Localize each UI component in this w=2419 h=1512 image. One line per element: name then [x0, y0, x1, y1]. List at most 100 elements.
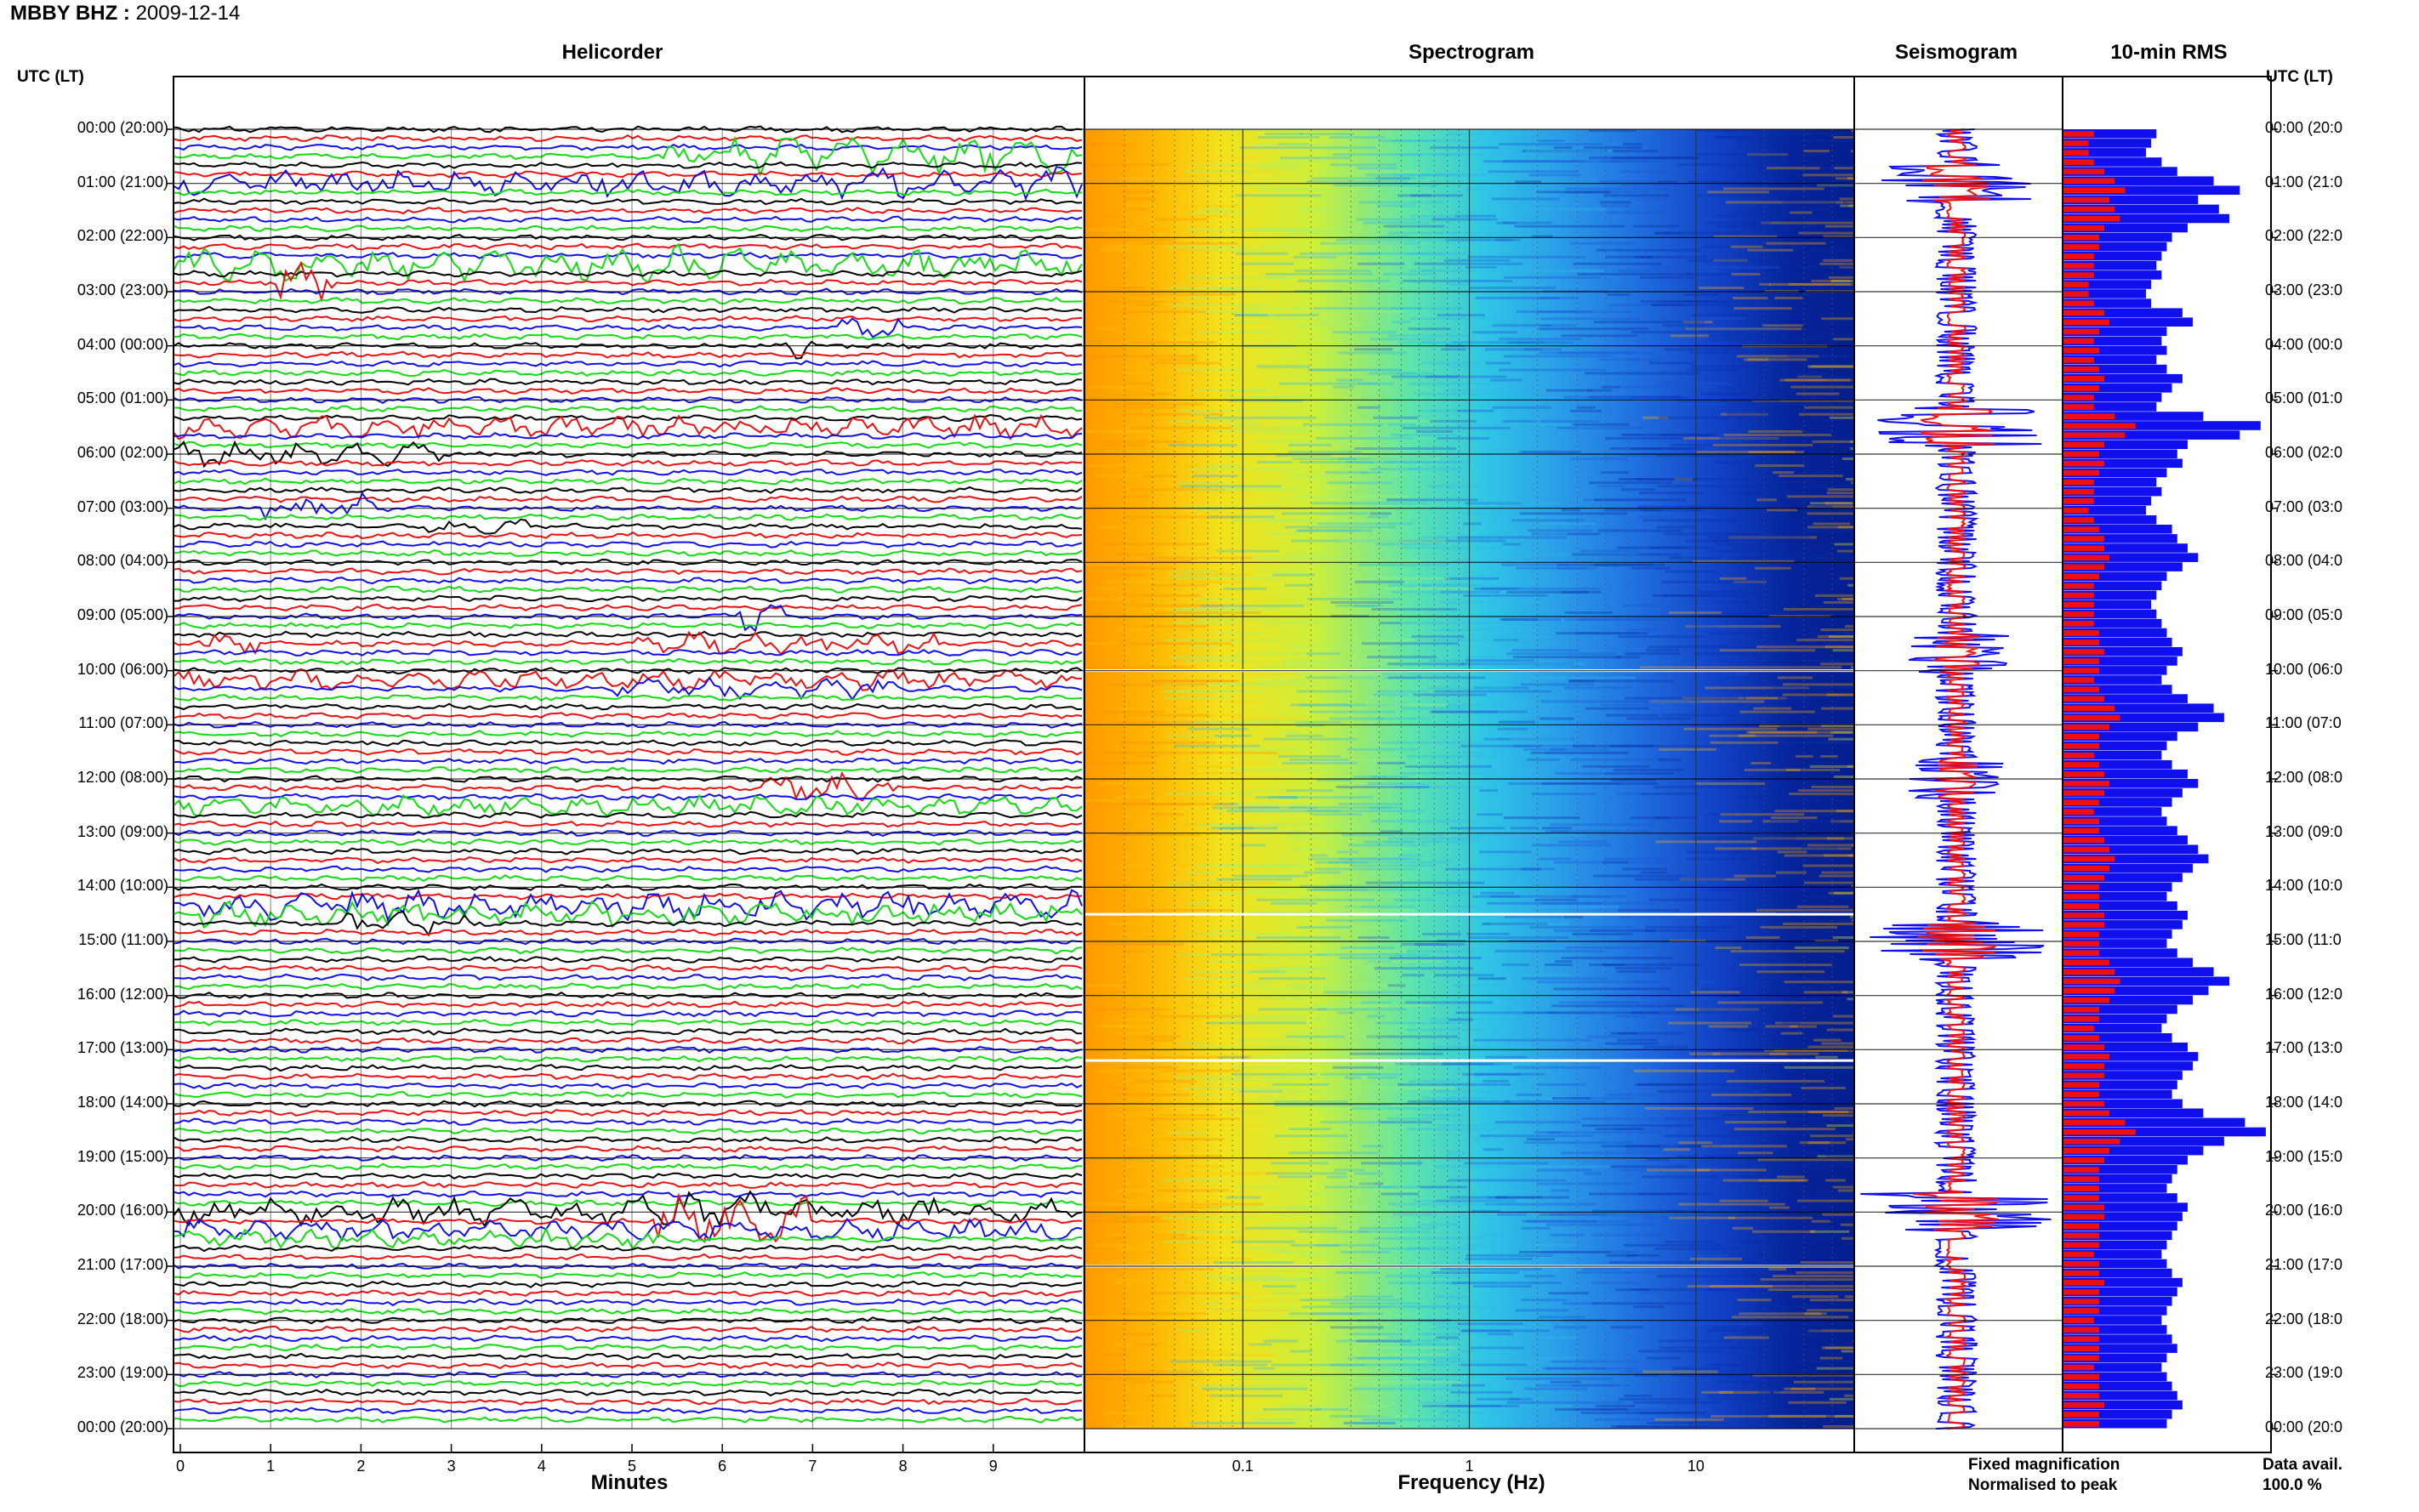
spectrogram-cell	[1605, 436, 1691, 440]
spectrogram-cell	[1211, 891, 1290, 895]
spectrogram-cell	[1539, 327, 1648, 331]
spectrogram-cell	[1720, 577, 1747, 580]
spectrogram-cell	[1134, 1162, 1166, 1165]
spectrogram-cell	[1413, 693, 1487, 696]
spectrogram-cell	[1361, 642, 1459, 645]
spectrogram-cell	[1392, 321, 1411, 324]
rms-bar-fixed	[2063, 647, 2183, 657]
spectrogram-cell	[1722, 1179, 1808, 1182]
spectrogram-cell	[1807, 365, 1854, 368]
spectrogram-cell	[1320, 1072, 1378, 1076]
rms-bar-normalised	[2063, 649, 2104, 655]
spectrogram-cell	[1440, 1411, 1516, 1414]
spectrogram-cell	[1299, 461, 1374, 463]
spectrogram-cell	[1295, 529, 1360, 532]
spectrogram-cell	[1847, 765, 1854, 768]
rms-bar-fixed	[2063, 534, 2177, 543]
spectrogram-cell	[1768, 248, 1848, 252]
spectrogram-cell	[1113, 1425, 1197, 1428]
spectrogram-cell	[1524, 1275, 1556, 1278]
spectrogram-cell	[1834, 1414, 1854, 1418]
spectrogram-cell	[1639, 492, 1704, 495]
spectrogram-cell	[1528, 529, 1591, 532]
spectrogram-cell	[1367, 656, 1437, 659]
spectrogram-cell	[1841, 1236, 1854, 1240]
spectrogram-cell	[1654, 231, 1682, 235]
rms-bar-fixed	[2063, 553, 2199, 562]
spectrogram-cell	[1501, 963, 1530, 967]
spectrogram-cell	[1494, 950, 1604, 953]
spectrogram-cell	[1540, 1250, 1638, 1253]
rms-bar-fixed	[2063, 525, 2172, 534]
spectrogram-cell	[1693, 1168, 1767, 1172]
spectrogram-cell	[1551, 1189, 1570, 1192]
spectrogram-cell	[1117, 177, 1175, 180]
spectrogram-cell	[1715, 136, 1750, 139]
spectrogram-cell	[1513, 1066, 1602, 1069]
spectrogram-cell	[1367, 960, 1392, 963]
spectrogram-cell	[1264, 133, 1303, 135]
spectrogram-cell	[1492, 324, 1552, 327]
rms-bar-normalised	[2063, 827, 2099, 834]
rms-bar-normalised	[2063, 215, 2120, 222]
spectrogram-cell	[1492, 515, 1545, 519]
spectrogram-cell	[1323, 991, 1403, 994]
spectrogram-cell	[1837, 597, 1854, 600]
rms-bar-normalised	[2063, 1327, 2099, 1333]
spectrogram-cell	[1642, 1292, 1660, 1295]
spectrogram-cell	[1441, 600, 1496, 604]
helicorder-trace	[173, 847, 1083, 855]
spectrogram-cell	[1455, 423, 1574, 426]
rms-bar-normalised	[2063, 1195, 2099, 1201]
spectrogram-cell	[1104, 245, 1154, 248]
spectrogram-cell	[1676, 163, 1767, 167]
rms-bar-fixed	[2063, 167, 2177, 176]
rms-bar-normalised	[2063, 1157, 2104, 1163]
spectrogram-cell	[1709, 632, 1804, 635]
spectrogram-cell	[1497, 1213, 1527, 1216]
spectrogram-cell	[1739, 710, 1815, 713]
spectrogram-cell	[1360, 471, 1382, 475]
rms-bar-fixed	[2063, 486, 2162, 497]
spectrogram-cell	[1356, 458, 1440, 460]
spectrogram-cell	[1367, 782, 1431, 785]
spectrogram-cell	[1124, 1206, 1221, 1209]
spectrogram-cell	[1357, 577, 1449, 580]
spectrogram-cell	[1122, 197, 1156, 201]
spectrogram-cell	[1427, 1062, 1453, 1066]
spectrogram-cell	[1369, 1346, 1457, 1350]
spectrogram-cell	[1669, 556, 1722, 560]
spectrogram-cell	[1601, 703, 1659, 707]
spectrogram-cell	[1488, 341, 1574, 344]
spectrogram-cell	[1240, 314, 1276, 317]
spectrogram-cell	[1289, 1312, 1362, 1316]
helicorder-trace	[173, 730, 1083, 738]
spectrogram-cell	[1257, 167, 1301, 170]
spectrogram-cell	[1231, 803, 1339, 806]
spectrogram-cell	[1709, 338, 1822, 341]
spectrogram-cell	[1750, 464, 1790, 468]
spectrogram-cell	[1522, 150, 1608, 153]
spectrogram-cell	[1618, 793, 1647, 796]
rms-bar-normalised	[2063, 244, 2099, 250]
spectrogram-cell	[1087, 642, 1136, 645]
spectrogram-cell	[1168, 419, 1256, 423]
spectrogram-cell	[1397, 372, 1435, 375]
helicorder-trace	[173, 603, 1083, 612]
spectrogram-cell	[1217, 864, 1308, 867]
spectrogram-cell	[1764, 1049, 1854, 1052]
spectrogram-cell	[1657, 1089, 1754, 1093]
spectrogram-cell	[1119, 1066, 1177, 1069]
spectrogram-cell	[1306, 351, 1335, 355]
spectrogram-cell	[1130, 426, 1232, 429]
spectrogram-cell	[1457, 536, 1567, 539]
spectrogram-cell	[1197, 331, 1272, 334]
spectrogram-cell	[1796, 905, 1849, 908]
helicorder-trace	[173, 892, 1083, 901]
spectrogram-cell	[1141, 607, 1181, 611]
spectrogram-cell	[1850, 447, 1854, 450]
spectrogram-cell	[1483, 1079, 1509, 1083]
spectrogram-cell	[1256, 898, 1375, 901]
spectrogram-cell	[1473, 1038, 1592, 1042]
spectrogram-cell	[1221, 454, 1268, 457]
